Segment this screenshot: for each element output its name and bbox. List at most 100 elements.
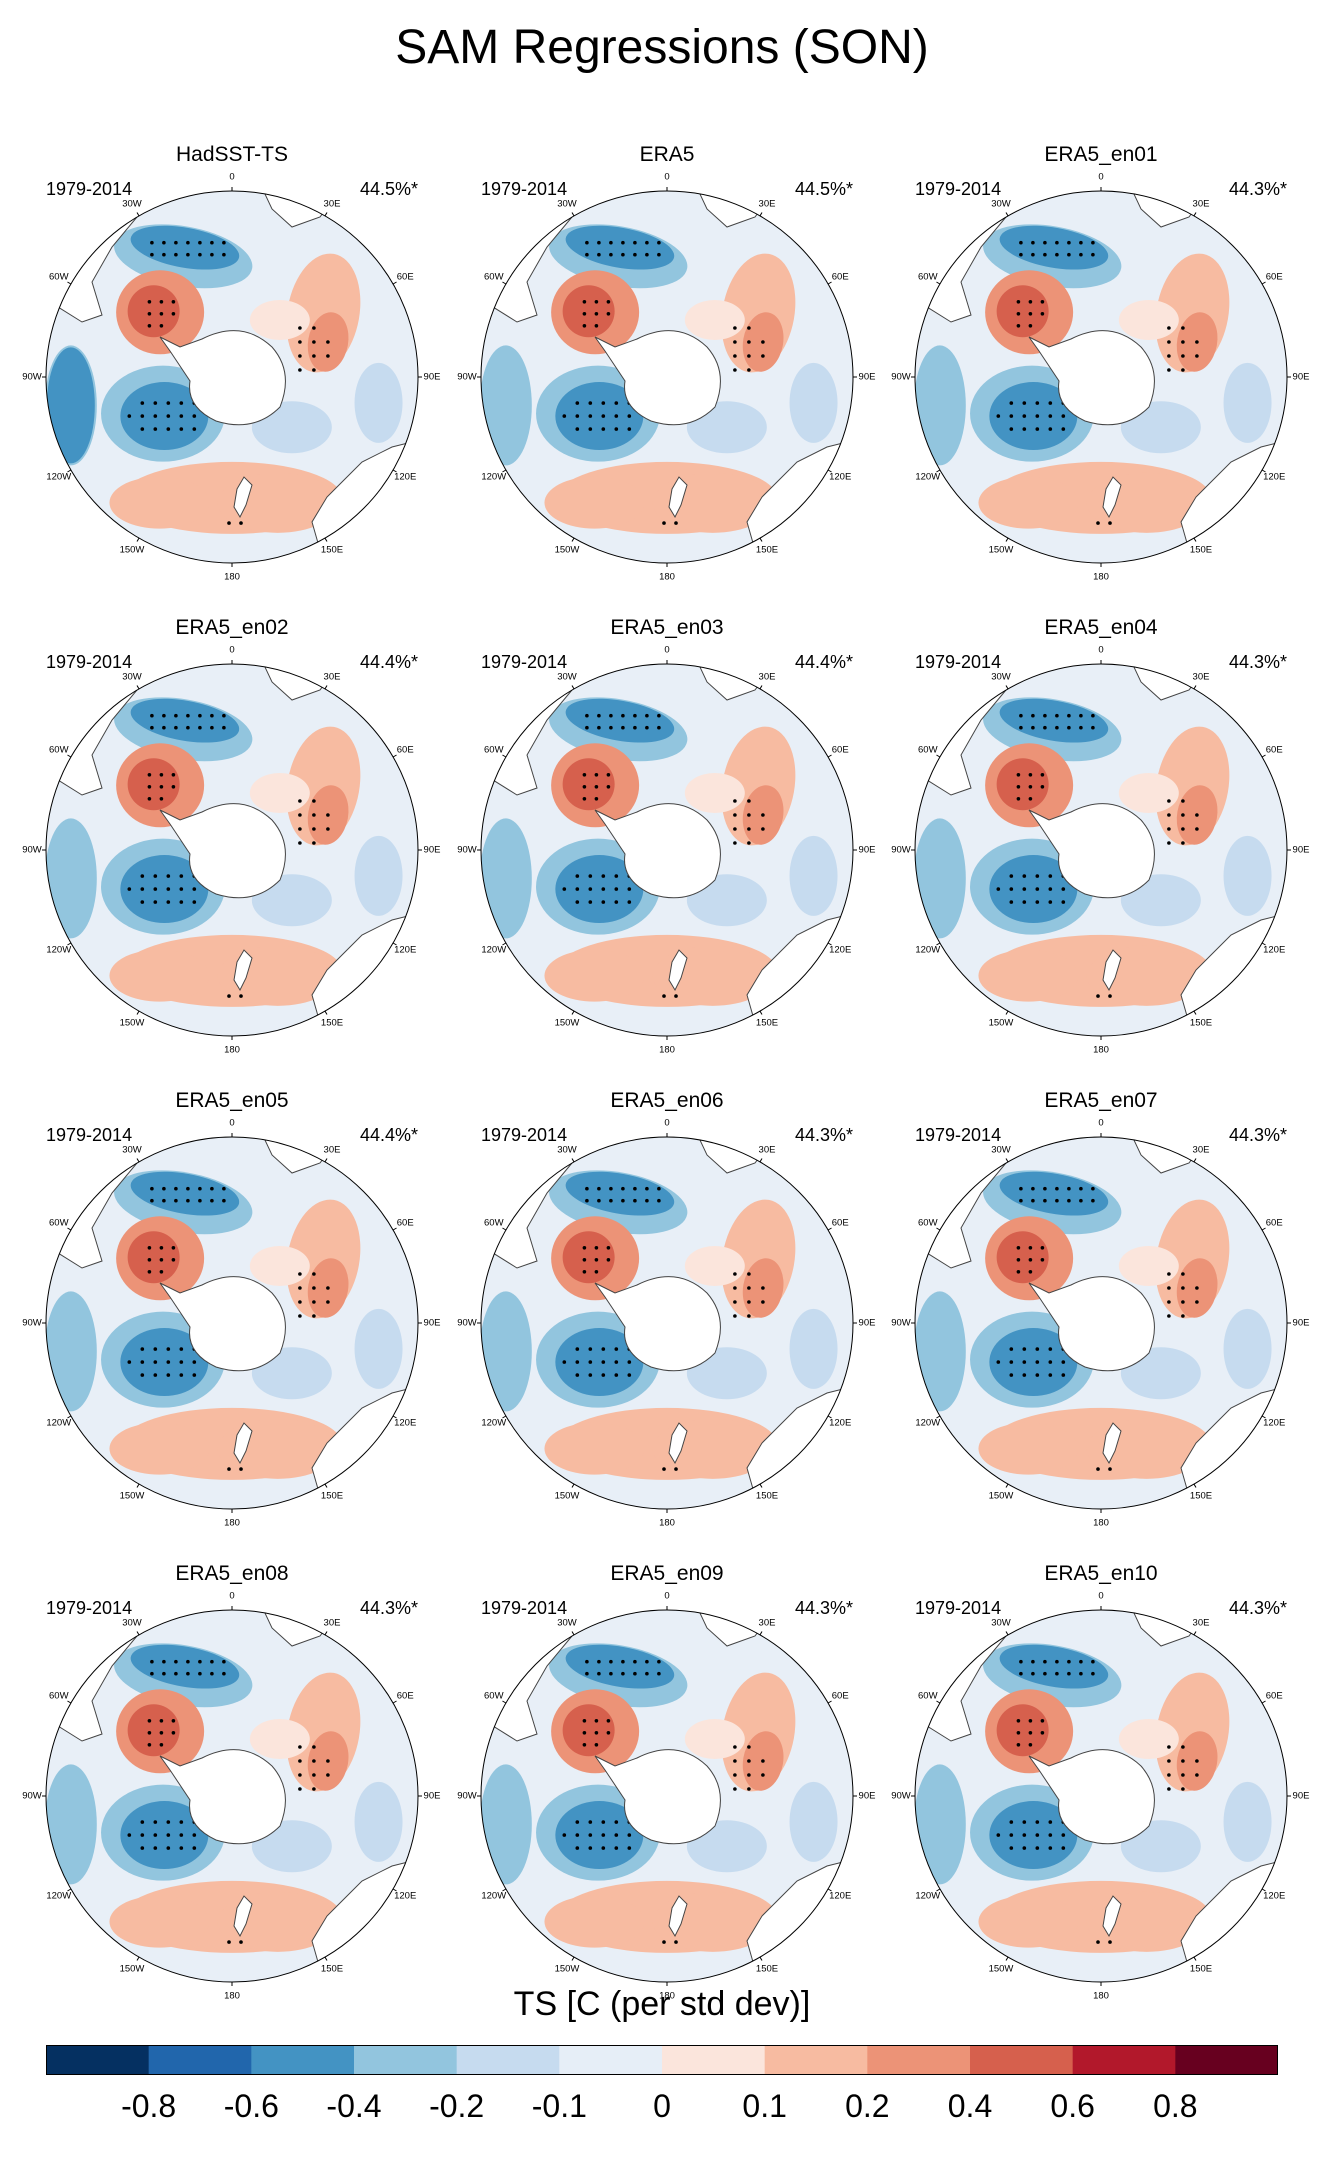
longitude-label: 30E: [1192, 671, 1210, 683]
longitude-label: 30W: [991, 671, 1011, 683]
panel-variance: 44.3%*: [794, 1125, 853, 1145]
longitude-label: 120E: [1263, 471, 1286, 483]
colorbar-swatch: [1175, 2045, 1278, 2075]
panel-variance: 44.3%*: [1228, 1598, 1287, 1618]
longitude-label: 90W: [891, 1790, 911, 1802]
longitude-label: 0: [1098, 1117, 1104, 1129]
longitude-label: 90E: [423, 1790, 441, 1802]
panel-variance: 44.3%*: [1228, 179, 1287, 199]
panel-title: ERA5: [639, 143, 695, 166]
longitude-label: 90W: [22, 371, 42, 383]
longitude-label: 30E: [323, 198, 341, 210]
panel-variance: 44.3%*: [794, 1598, 853, 1618]
map-panel: ERA5_en08 1979-2014 44.3%* 0 30E 60E 90E 120E 15…: [12, 1562, 452, 2022]
longitude-label: 30E: [758, 198, 776, 210]
polar-map: [911, 1133, 1291, 1513]
longitude-label: 150E: [1189, 1017, 1213, 1029]
longitude-label: 180: [1093, 571, 1109, 583]
longitude-label: 60W: [484, 1690, 504, 1702]
longitude-label: 90E: [423, 1317, 441, 1329]
longitude-label: 30E: [758, 1144, 776, 1156]
longitude-label: 60W: [49, 271, 69, 283]
longitude-label: 180: [659, 1990, 675, 2002]
longitude-label: 90W: [457, 844, 477, 856]
map-panel: ERA5_en03 1979-2014 44.4%* 0 30E 60E 90E 120E 15…: [447, 616, 887, 1076]
longitude-label: 120E: [829, 1417, 852, 1429]
longitude-label: 150E: [755, 1963, 779, 1975]
longitude-label: 0: [229, 1590, 235, 1602]
panel-variance: 44.5%*: [794, 179, 853, 199]
longitude-label: 60W: [49, 1690, 69, 1702]
longitude-label: 120W: [46, 471, 72, 483]
longitude-label: 0: [229, 1117, 235, 1129]
longitude-label: 60E: [831, 1690, 849, 1702]
longitude-label: 90E: [858, 371, 876, 383]
longitude-label: 120W: [481, 1417, 507, 1429]
longitude-label: 150W: [554, 1490, 580, 1502]
longitude-label: 150W: [554, 1017, 580, 1029]
panel-variance: 44.4%*: [359, 652, 418, 672]
longitude-label: 120E: [1263, 1417, 1286, 1429]
longitude-label: 150W: [119, 1017, 145, 1029]
longitude-label: 60W: [484, 1217, 504, 1229]
longitude-label: 60E: [396, 1217, 414, 1229]
longitude-label: 120W: [915, 471, 941, 483]
longitude-label: 30W: [557, 1617, 577, 1629]
longitude-label: 60W: [918, 744, 938, 756]
longitude-label: 150E: [755, 1490, 779, 1502]
longitude-label: 150E: [320, 1017, 344, 1029]
panel-grid: HadSST-TS 1979-2014 44.5%* 0 30E 60E 90E 120E 15…: [22, 143, 1321, 2002]
colorbar-swatch: [1072, 2045, 1176, 2075]
longitude-label: 90E: [858, 844, 876, 856]
map-panel: ERA5_en10 1979-2014 44.3%* 0 30E 60E 90E 120E 15…: [881, 1562, 1321, 2022]
longitude-label: 30E: [323, 1617, 341, 1629]
map-panel: ERA5_en07 1979-2014 44.3%* 0 30E 60E 90E 120E 15…: [881, 1089, 1321, 1549]
panel-title: ERA5_en08: [175, 1562, 289, 1585]
longitude-label: 180: [1093, 1990, 1109, 2002]
longitude-label: 180: [224, 571, 240, 583]
longitude-label: 0: [1098, 644, 1104, 656]
longitude-label: 90E: [1292, 371, 1310, 383]
colorbar-swatch: [46, 2045, 150, 2075]
panel-period: 1979-2014: [46, 652, 133, 672]
longitude-label: 60E: [831, 1217, 849, 1229]
longitude-label: 120W: [46, 944, 72, 956]
colorbar: [46, 2045, 1278, 2075]
longitude-label: 30E: [1192, 1617, 1210, 1629]
panel-title: ERA5_en03: [610, 616, 724, 639]
longitude-label: 30W: [122, 1617, 142, 1629]
longitude-label: 120E: [394, 1417, 417, 1429]
longitude-label: 30W: [557, 198, 577, 210]
panel-period: 1979-2014: [915, 179, 1002, 199]
longitude-label: 120E: [394, 944, 417, 956]
polar-map: [42, 1133, 422, 1513]
longitude-label: 180: [659, 1517, 675, 1529]
longitude-label: 120E: [1263, 1890, 1286, 1902]
longitude-label: 30W: [991, 198, 1011, 210]
longitude-label: 90W: [457, 1317, 477, 1329]
polar-map: [42, 1606, 422, 1986]
panel-variance: 44.4%*: [359, 1125, 418, 1145]
colorbar-swatch: [148, 2045, 252, 2075]
panel-title: ERA5_en05: [175, 1089, 289, 1112]
panel-period: 1979-2014: [481, 1598, 568, 1618]
panel-period: 1979-2014: [915, 1598, 1002, 1618]
longitude-label: 60W: [918, 271, 938, 283]
longitude-label: 90E: [1292, 1790, 1310, 1802]
panel-period: 1979-2014: [46, 179, 133, 199]
longitude-label: 90W: [22, 844, 42, 856]
colorbar-tick-label: 0.6: [1050, 2088, 1095, 2124]
colorbar-tick-label: 0.1: [742, 2088, 787, 2124]
map-panel: ERA5_en01 1979-2014 44.3%* 0 30E 60E 90E 120E 15…: [881, 143, 1321, 603]
longitude-label: 0: [1098, 1590, 1104, 1602]
longitude-label: 120E: [829, 944, 852, 956]
longitude-label: 120W: [481, 471, 507, 483]
longitude-label: 0: [664, 171, 670, 183]
polar-map: [911, 1606, 1291, 1986]
panel-period: 1979-2014: [915, 1125, 1002, 1145]
longitude-label: 60E: [831, 744, 849, 756]
colorbar-swatch: [354, 2045, 458, 2075]
longitude-label: 30W: [122, 198, 142, 210]
colorbar-swatch: [559, 2045, 663, 2075]
longitude-label: 120W: [46, 1417, 72, 1429]
